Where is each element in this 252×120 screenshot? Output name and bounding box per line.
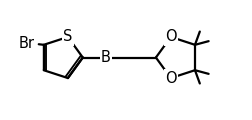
Text: Br: Br xyxy=(19,36,35,51)
Text: B: B xyxy=(101,50,111,65)
Text: S: S xyxy=(63,30,73,45)
Text: O: O xyxy=(165,30,177,45)
Text: O: O xyxy=(165,71,177,86)
